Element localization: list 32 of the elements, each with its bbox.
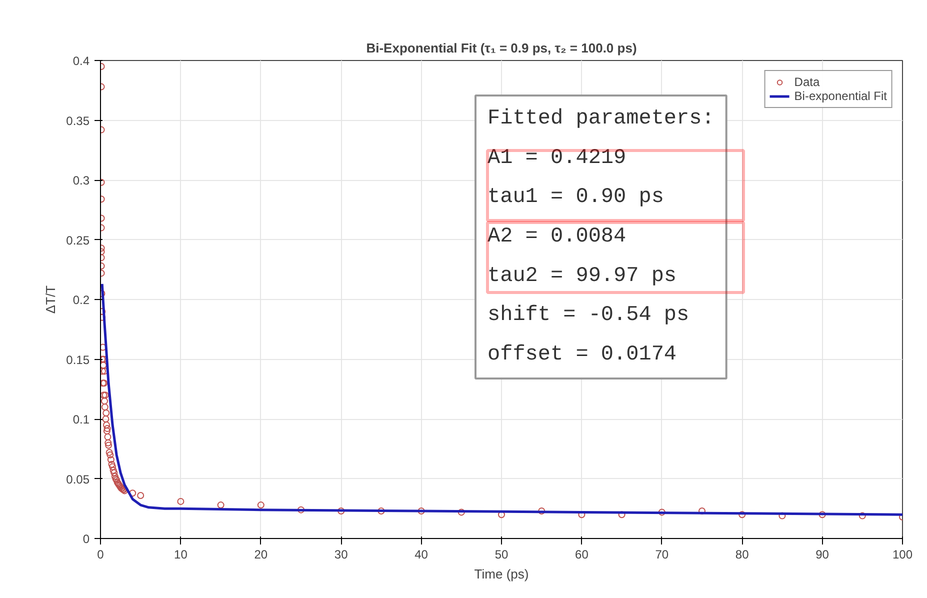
y-tick-label: 0.15 bbox=[66, 352, 90, 367]
x-tick-label: 30 bbox=[334, 548, 348, 562]
legend-label: Bi-exponential Fit bbox=[794, 89, 887, 103]
annotation: A2 = 0.0084 bbox=[488, 226, 626, 249]
x-tick-label: 80 bbox=[735, 548, 750, 562]
x-tick-label: 20 bbox=[254, 548, 268, 562]
annotation: offset = 0.0174 bbox=[488, 344, 677, 366]
annotation: Fitted parameters: bbox=[488, 108, 714, 131]
y-tick-label: 0.1 bbox=[72, 412, 90, 426]
y-axis-title: ΔT/T bbox=[43, 285, 58, 314]
x-tick-label: 70 bbox=[655, 548, 669, 562]
x-axis-title: Time (ps) bbox=[474, 566, 529, 582]
x-tick-label: 40 bbox=[414, 548, 428, 562]
y-tick-label: 0.3 bbox=[72, 174, 90, 188]
annotation: tau1 = 0.90 ps bbox=[488, 186, 664, 210]
y-tick-label: 0.2 bbox=[72, 293, 90, 307]
annotation: tau2 = 99.97 ps bbox=[488, 264, 677, 288]
y-tick-label: 0.25 bbox=[66, 233, 90, 248]
x-tick-label: 100 bbox=[892, 548, 913, 562]
y-tick-label: 0.05 bbox=[66, 472, 90, 486]
x-tick-label: 90 bbox=[816, 548, 830, 562]
x-tick-label: 10 bbox=[174, 548, 188, 562]
x-tick-label: 50 bbox=[494, 548, 508, 562]
x-tick-label: 0 bbox=[97, 548, 104, 562]
x-tick-label: 60 bbox=[575, 548, 589, 562]
annotation: A1 = 0.4219 bbox=[488, 146, 626, 170]
chart-title: Bi-Exponential Fit (τ₁ = 0.9 ps, τ₂ = 100.0 ps) bbox=[366, 40, 637, 56]
y-tick-label: 0 bbox=[82, 532, 90, 546]
legend-label: Data bbox=[794, 75, 820, 89]
y-tick-label: 0.4 bbox=[72, 54, 90, 68]
y-tick-label: 0.35 bbox=[66, 114, 90, 128]
annotation: shift = -0.54 ps bbox=[488, 304, 690, 328]
